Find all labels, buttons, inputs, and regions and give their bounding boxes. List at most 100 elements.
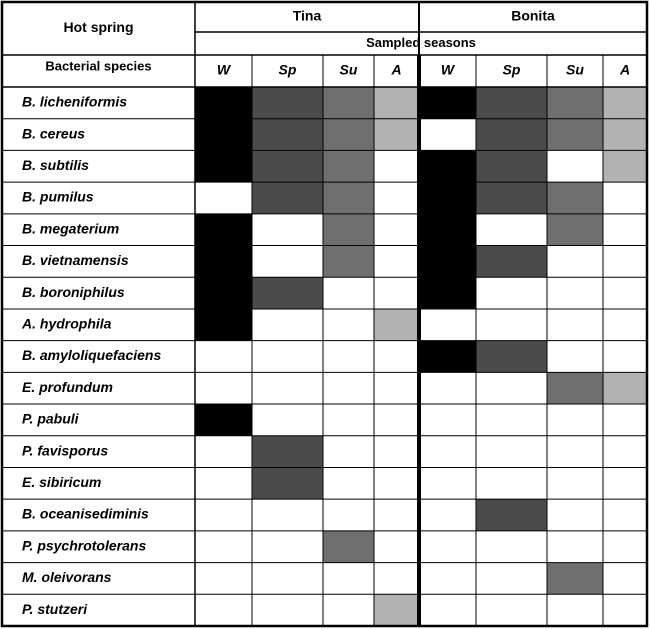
presence-cell — [419, 150, 476, 183]
presence-cell — [419, 182, 476, 214]
presence-cell — [195, 118, 252, 151]
presence-cell — [547, 118, 603, 151]
presence-cell — [476, 118, 547, 151]
presence-cell — [603, 467, 647, 500]
presence-cell — [195, 594, 252, 626]
presence-cell — [252, 499, 323, 531]
presence-cell — [323, 87, 374, 119]
presence-cell — [323, 435, 374, 468]
presence-cell — [323, 118, 374, 151]
presence-cell — [476, 435, 547, 468]
presence-cell — [252, 467, 323, 500]
presence-cell — [419, 467, 476, 500]
presence-cell — [547, 245, 603, 278]
presence-cell — [374, 340, 419, 373]
site-header: Bonita — [511, 8, 555, 24]
presence-cell — [603, 404, 647, 436]
presence-cell — [195, 372, 252, 405]
presence-cell — [374, 467, 419, 500]
presence-cell — [419, 594, 476, 626]
presence-cell — [195, 245, 252, 278]
presence-cell — [323, 467, 374, 500]
presence-cell — [476, 182, 547, 214]
season-header: Su — [566, 62, 584, 78]
presence-cell — [374, 245, 419, 278]
presence-cell — [547, 150, 603, 183]
presence-cell — [603, 87, 647, 119]
presence-cell — [374, 118, 419, 151]
season-header: W — [441, 62, 456, 78]
presence-cell — [374, 150, 419, 183]
presence-cell — [374, 87, 419, 119]
presence-cell — [252, 404, 323, 436]
season-header: W — [217, 62, 232, 78]
presence-cell — [252, 435, 323, 468]
presence-cell — [476, 340, 547, 373]
presence-cell — [252, 372, 323, 405]
presence-cell — [603, 245, 647, 278]
presence-cell — [547, 467, 603, 500]
presence-cell — [252, 118, 323, 151]
presence-cell — [603, 150, 647, 183]
presence-cell — [547, 499, 603, 531]
presence-cell — [476, 530, 547, 563]
presence-cell — [603, 562, 647, 595]
presence-cell — [603, 530, 647, 563]
site-header: Tina — [293, 8, 322, 24]
presence-cell — [419, 435, 476, 468]
presence-cell — [419, 245, 476, 278]
presence-cell — [195, 404, 252, 436]
presence-cell — [547, 594, 603, 626]
presence-cell — [195, 499, 252, 531]
presence-cell — [476, 150, 547, 183]
presence-cell — [323, 530, 374, 563]
presence-cell — [323, 340, 374, 373]
presence-cell — [547, 340, 603, 373]
presence-cell — [603, 340, 647, 373]
presence-cell — [419, 87, 476, 119]
presence-cell — [476, 594, 547, 626]
presence-cell — [374, 499, 419, 531]
presence-cell — [547, 213, 603, 246]
species-label: B. pumilus — [22, 189, 94, 205]
presence-cell — [603, 435, 647, 468]
presence-cell — [476, 404, 547, 436]
species-label: B. cereus — [22, 125, 85, 141]
presence-cell — [476, 372, 547, 405]
presence-cell — [252, 530, 323, 563]
presence-cell — [374, 182, 419, 214]
presence-cell — [323, 277, 374, 309]
presence-cell — [374, 562, 419, 595]
presence-cell — [547, 562, 603, 595]
presence-cell — [374, 213, 419, 246]
presence-cell — [195, 308, 252, 341]
presence-cell — [547, 404, 603, 436]
species-label: B. megaterium — [22, 220, 119, 236]
presence-cell — [195, 213, 252, 246]
species-label: B. amyloliquefaciens — [22, 347, 161, 363]
presence-cell — [374, 308, 419, 341]
species-label: P. pabuli — [22, 411, 80, 427]
species-label: E. profundum — [22, 379, 113, 395]
season-header: A — [619, 62, 630, 78]
presence-cell — [323, 594, 374, 626]
presence-cell — [476, 277, 547, 309]
presence-cell — [547, 277, 603, 309]
presence-cell — [374, 277, 419, 309]
presence-cell — [419, 404, 476, 436]
presence-cell — [547, 308, 603, 341]
presence-cell — [419, 213, 476, 246]
presence-cell — [547, 182, 603, 214]
presence-cell — [195, 340, 252, 373]
presence-cell — [323, 499, 374, 531]
presence-cell — [419, 530, 476, 563]
species-label: B. oceanisediminis — [22, 506, 149, 522]
season-header: A — [390, 62, 401, 78]
presence-cell — [195, 150, 252, 183]
presence-cell — [476, 87, 547, 119]
presence-cell — [547, 530, 603, 563]
presence-cell — [252, 213, 323, 246]
presence-cell — [547, 372, 603, 405]
presence-cell — [603, 277, 647, 309]
